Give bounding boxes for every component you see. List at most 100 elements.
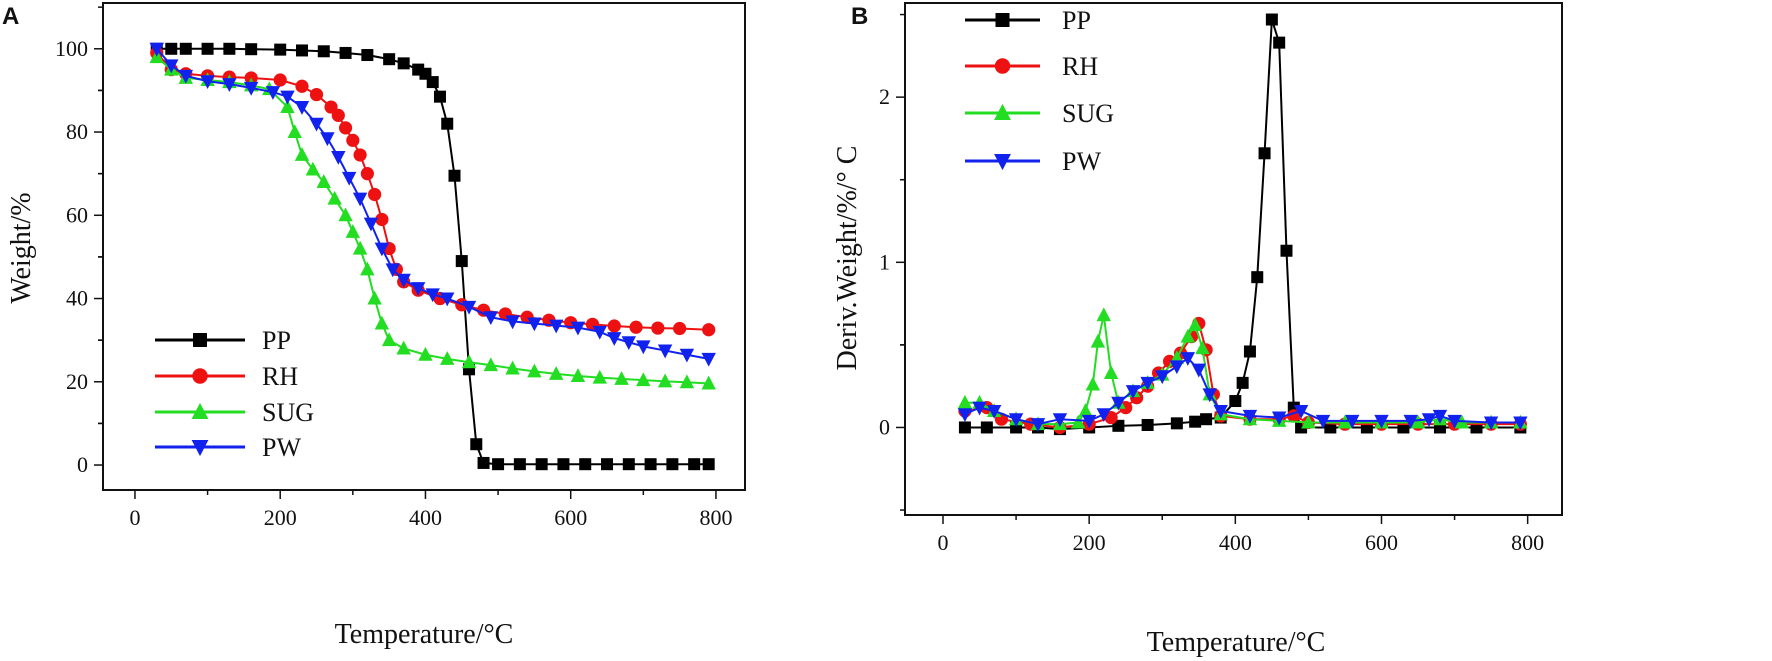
data-point-sug — [1180, 328, 1196, 343]
data-point-sug — [418, 346, 433, 361]
data-point-rh — [295, 79, 309, 93]
data-point-pp — [1236, 376, 1249, 389]
data-point-pw — [1096, 408, 1111, 423]
data-point-sug — [396, 340, 411, 355]
series-line-pp — [964, 19, 1521, 431]
data-point-pp — [958, 421, 971, 434]
data-point-pw — [164, 59, 179, 74]
data-point-pp — [295, 44, 308, 57]
legend-marker-rh — [994, 58, 1011, 74]
data-point-sug — [316, 174, 331, 188]
data-point-rh — [353, 148, 367, 162]
x-tick-label: 600 — [554, 505, 587, 530]
data-point-pp — [433, 90, 446, 103]
panel-label-b: B — [851, 3, 868, 30]
x-tick-label: 0 — [129, 505, 140, 530]
data-point-sug — [701, 375, 716, 390]
data-point-pw — [331, 151, 346, 165]
data-point-sug — [1078, 403, 1093, 417]
data-point-pp — [1243, 345, 1256, 358]
data-point-pw — [410, 282, 426, 296]
data-point-pw — [607, 332, 622, 346]
data-point-pw — [505, 315, 520, 330]
y-tick-label: 0 — [879, 414, 890, 439]
data-point-pw — [1155, 370, 1170, 385]
data-point-sug — [957, 394, 973, 409]
data-point-pw — [178, 69, 193, 84]
data-point-pw — [320, 132, 335, 147]
data-point-pw — [1345, 414, 1360, 429]
legend-marker-pp — [995, 13, 1010, 27]
data-point-sug — [1103, 365, 1119, 379]
data-point-pp — [274, 43, 287, 56]
data-point-pp — [470, 438, 483, 451]
legend-marker-pw — [994, 154, 1011, 171]
series-line-pw — [155, 48, 709, 360]
y-tick-label: 2 — [879, 84, 890, 109]
axis-ticks-b: 0 200 400 600 800 0 1 2 — [879, 13, 1544, 555]
data-point-pp — [179, 42, 192, 55]
data-point-sug — [614, 371, 629, 385]
data-point-sug — [657, 373, 673, 388]
series-line-pp — [156, 47, 709, 466]
data-point-sug — [345, 224, 361, 238]
data-point-rh — [309, 87, 324, 102]
data-point-rh — [702, 323, 716, 337]
data-point-pp — [223, 42, 236, 55]
data-point-pw — [280, 90, 295, 105]
data-point-sug — [367, 290, 382, 305]
data-point-pp — [1141, 418, 1154, 431]
x-tick-label: 400 — [409, 505, 442, 530]
legend-label-pp: PP — [262, 326, 291, 355]
data-point-rh — [360, 167, 374, 181]
data-point-pw — [1271, 411, 1287, 426]
data-point-sug — [1085, 376, 1101, 391]
data-point-pw — [396, 273, 411, 288]
data-point-pp — [492, 458, 505, 471]
data-point-pw — [1513, 416, 1528, 431]
data-point-sug — [305, 161, 321, 176]
data-point-sug — [440, 351, 455, 365]
data-point-pp — [448, 169, 461, 182]
data-point-pp — [1189, 415, 1202, 428]
series-line-sug — [156, 56, 709, 385]
data-point-sug — [338, 207, 353, 222]
legend-marker-sug — [191, 402, 209, 419]
data-point-sug — [294, 147, 310, 161]
data-point-pw — [1315, 414, 1331, 429]
y-tick-label: 60 — [66, 202, 88, 227]
data-point-sug — [592, 369, 607, 384]
x-tick-label: 800 — [1511, 530, 1544, 555]
data-point-pp — [1229, 395, 1242, 408]
panel-label-a: A — [2, 3, 19, 30]
series-b — [957, 13, 1528, 436]
data-point-rh — [375, 212, 389, 227]
data-point-rh — [673, 321, 687, 336]
data-point-pp — [1251, 271, 1264, 284]
y-tick-label: 100 — [55, 36, 88, 61]
data-point-sug — [505, 360, 520, 375]
data-point-pp — [666, 458, 679, 471]
data-point-pw — [1191, 363, 1206, 378]
data-point-pw — [592, 325, 607, 340]
data-point-pw — [657, 344, 673, 359]
data-point-pp — [688, 458, 701, 471]
x-axis-label-b: Temperature/°C — [1147, 627, 1326, 658]
x-tick-label: 600 — [1365, 530, 1398, 555]
x-tick-label: 400 — [1219, 530, 1252, 555]
data-point-pw — [1140, 376, 1155, 391]
data-point-pp — [1200, 413, 1213, 426]
data-point-pp — [702, 458, 715, 471]
data-point-sug — [1071, 414, 1086, 429]
data-point-sug — [327, 190, 342, 205]
data-point-pw — [636, 340, 651, 355]
data-point-pw — [527, 317, 542, 332]
data-point-pw — [309, 117, 324, 132]
data-point-sug — [381, 332, 397, 347]
plot-frame-a — [102, 2, 746, 491]
data-point-sug — [1195, 340, 1210, 355]
data-point-sug — [1187, 317, 1203, 332]
plot-frame-b — [904, 2, 1563, 516]
